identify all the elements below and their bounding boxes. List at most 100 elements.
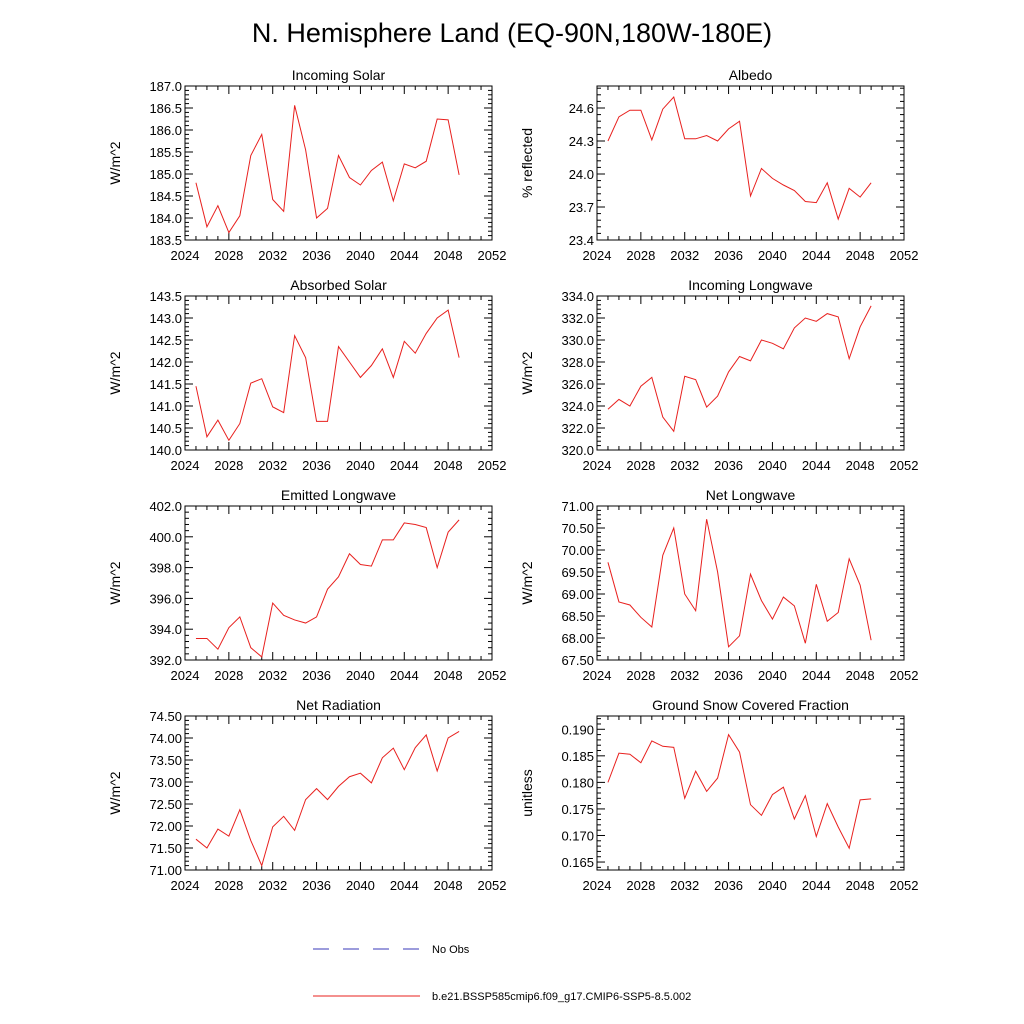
- panel-8-series-line: [607, 733, 872, 850]
- panel-2-data-point: [716, 140, 719, 143]
- panel-6-data-point: [628, 604, 631, 607]
- figure-title: N. Hemisphere Land (EQ-90N,180W-180E): [252, 18, 772, 48]
- panel-5-data-point: [392, 538, 395, 541]
- panel-6-data-point: [617, 600, 620, 603]
- panel-5-ytick-label: 392.0: [149, 653, 182, 668]
- panel-6-data-point: [848, 557, 851, 560]
- panel-4-data-point: [870, 304, 873, 307]
- panel-3-data-point: [194, 385, 197, 388]
- panel-4-data-point: [837, 315, 840, 318]
- panel-7-data-point: [381, 756, 384, 759]
- panel-2-ytick-label: 24.3: [569, 134, 594, 149]
- panel-6-data-point: [727, 645, 730, 648]
- panel-6-ytick-label: 69.00: [561, 587, 594, 602]
- panel-3-title: Absorbed Solar: [290, 277, 387, 293]
- panel-5-xtick-label: 2036: [302, 668, 331, 683]
- panel-6-data-point: [639, 616, 642, 619]
- panel-8-data-point: [650, 739, 653, 742]
- panel-7-data-point: [326, 798, 329, 801]
- panel-4-data-point: [771, 342, 774, 345]
- panel-1-xtick-label: 2032: [258, 248, 287, 263]
- panel-4-xtick-label: 2036: [714, 458, 743, 473]
- panel-4-ylabel: W/m^2: [519, 351, 535, 394]
- panel-5-xtick-label: 2048: [434, 668, 463, 683]
- panel-1-ytick-label: 185.0: [149, 167, 182, 182]
- panel-6-ytick-label: 68.50: [561, 609, 594, 624]
- panel-1-data-point: [370, 169, 373, 172]
- panel-1-title: Incoming Solar: [292, 67, 386, 83]
- panel-4-data-point: [683, 375, 686, 378]
- panel-5-data-point: [271, 602, 274, 605]
- panel-8-data-point: [749, 803, 752, 806]
- panel-5-data-point: [348, 552, 351, 555]
- panel-5-data-point: [326, 588, 329, 591]
- panel-4-data-point: [760, 339, 763, 342]
- panel-7-data-point: [271, 825, 274, 828]
- panel-4-ytick-label: 334.0: [561, 289, 594, 304]
- panel-3-data-point: [271, 405, 274, 408]
- panel-2: Albedo % reflected 2024 2028 2032 2036 2040 204…: [519, 67, 918, 263]
- panel-7-xtick-label: 2024: [171, 878, 200, 893]
- panel-1-data-point: [315, 217, 318, 220]
- panel-1-data-point: [337, 154, 340, 157]
- panel-4-xtick-label: 2032: [670, 458, 699, 473]
- panel-2-ytick-label: 23.7: [569, 200, 594, 215]
- panel-3-ytick-label: 143.0: [149, 311, 182, 326]
- panel-5-data-point: [370, 565, 373, 568]
- panel-1-data-point: [359, 184, 362, 187]
- panel-4-series-line: [607, 305, 872, 433]
- panel-2-data-point: [771, 177, 774, 180]
- panel-7-data-point: [370, 781, 373, 784]
- panel-5-data-point: [315, 615, 318, 618]
- panel-1-data-point: [447, 118, 450, 121]
- panel-6-data-point: [683, 593, 686, 596]
- panel-6-series-line: [607, 519, 872, 648]
- panel-6-title: Net Longwave: [706, 487, 796, 503]
- panel-3-data-point: [392, 376, 395, 379]
- panel-4-data-point: [859, 325, 862, 328]
- panel-3-xtick-label: 2024: [171, 458, 200, 473]
- panel-8-data-point: [727, 733, 730, 736]
- panel-2-xtick-label: 2036: [714, 248, 743, 263]
- panel-5-xtick-label: 2040: [346, 668, 375, 683]
- panel-8-data-point: [859, 798, 862, 801]
- panel-2-data-point: [639, 109, 642, 112]
- panel-2-data-point: [793, 189, 796, 192]
- panel-5-data-point: [260, 655, 263, 658]
- panel-6-data-point: [672, 527, 675, 530]
- panel-8-data-point: [782, 786, 785, 789]
- panel-7-ytick-label: 73.00: [149, 775, 182, 790]
- panel-3-data-point: [326, 420, 329, 423]
- panel-8-data-point: [606, 781, 609, 784]
- panel-5: Emitted Longwave W/m^2 2024 2028 2032 2036 204…: [107, 487, 506, 683]
- panel-5-data-point: [238, 615, 241, 618]
- panel-8-ytick-label: 0.185: [561, 749, 594, 764]
- panel-4-data-point: [826, 312, 829, 315]
- panel-5-title: Emitted Longwave: [281, 487, 396, 503]
- panel-4-xtick-label: 2052: [890, 458, 919, 473]
- panel-4-data-point: [617, 398, 620, 401]
- panel-3: Absorbed Solar W/m^2 2024 2028 2032 2036 2040 2…: [107, 277, 506, 473]
- panel-3-ytick-label: 142.5: [149, 333, 182, 348]
- panel-2-data-point: [650, 138, 653, 141]
- panel-6-xtick-label: 2044: [802, 668, 831, 683]
- panel-8-data-point: [617, 752, 620, 755]
- panel-5-data-point: [249, 646, 252, 649]
- panel-2-ytick-label: 23.4: [569, 233, 594, 248]
- panel-8-data-point: [705, 790, 708, 793]
- panel-5-ytick-label: 400.0: [149, 530, 182, 545]
- panel-7-xtick-label: 2048: [434, 878, 463, 893]
- panel-3-data-point: [458, 356, 461, 359]
- panel-6-xtick-label: 2028: [626, 668, 655, 683]
- panel-8-data-point: [672, 746, 675, 749]
- panel-3-ytick-label: 140.0: [149, 443, 182, 458]
- panel-7-data-point: [304, 798, 307, 801]
- panel-3-data-point: [425, 332, 428, 335]
- panel-4-ytick-label: 324.0: [561, 399, 594, 414]
- panel-1-xtick-label: 2052: [478, 248, 507, 263]
- panel-7-data-point: [249, 839, 252, 842]
- panel-7-data-point: [194, 838, 197, 841]
- panel-8-xtick-label: 2044: [802, 878, 831, 893]
- panel-4-data-point: [716, 395, 719, 398]
